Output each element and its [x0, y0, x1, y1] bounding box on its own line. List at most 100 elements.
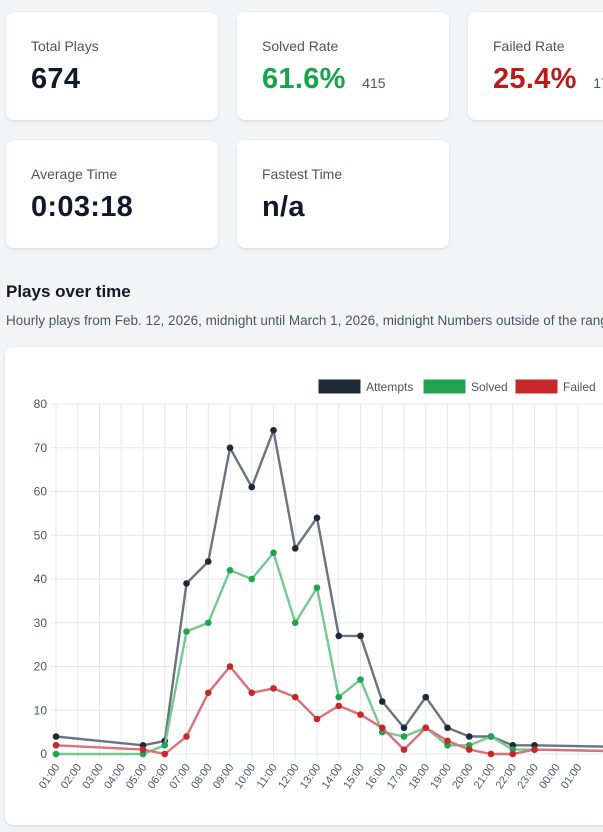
section-title: Plays over time: [6, 282, 131, 301]
x-tick-label: 05:00: [124, 762, 150, 791]
stat-value: 25.4%: [493, 63, 577, 95]
stat-label: Fastest Time: [262, 166, 343, 182]
data-point-solved: [161, 741, 169, 749]
data-point-failed: [400, 746, 408, 753]
stat-card-total-plays: Total Plays 674: [6, 12, 218, 120]
data-point-solved: [335, 693, 343, 701]
legend-swatch-attempts: [318, 379, 361, 394]
data-point-attempts: [248, 483, 256, 491]
y-tick-label: 80: [34, 397, 48, 411]
x-tick-label: 08:00: [189, 762, 215, 791]
section-description: Hourly plays from Feb. 12, 2026, midnigh…: [6, 313, 603, 328]
y-tick-label: 30: [34, 616, 48, 630]
data-point-solved: [400, 733, 408, 740]
x-tick-label: 06:00: [146, 762, 172, 791]
x-tick-label: 02:00: [59, 762, 85, 791]
chart-series: [52, 426, 603, 758]
x-tick-label: 20:00: [450, 762, 476, 791]
data-point-failed: [183, 733, 190, 740]
y-tick-label: 60: [34, 485, 48, 499]
x-tick-label: 16:00: [363, 762, 389, 791]
x-tick-label: 10:00: [233, 762, 259, 791]
y-tick-label: 0: [40, 747, 47, 761]
data-point-solved: [226, 566, 234, 574]
y-tick-label: 10: [34, 703, 48, 717]
legend-label-failed: Failed: [563, 380, 596, 394]
data-point-attempts: [270, 426, 277, 434]
data-point-failed: [531, 746, 538, 753]
data-point-attempts: [465, 733, 473, 740]
data-point-attempts: [444, 724, 451, 732]
stat-label: Failed Rate: [493, 38, 565, 54]
data-point-failed: [270, 685, 277, 692]
data-point-attempts: [183, 580, 190, 587]
data-point-solved: [313, 584, 321, 592]
legend-label-solved: Solved: [471, 380, 508, 394]
x-tick-label: 13:00: [298, 762, 324, 791]
data-point-solved: [270, 549, 277, 557]
x-tick-label: 23:00: [515, 762, 541, 791]
stat-card-average-time: Average Time 0:03:18: [6, 140, 218, 248]
x-tick-label: 09:00: [211, 762, 237, 791]
chart-card: 0 10 20 30 40 50 60 70 80 01:00 02:00 03:00 04:00 05…: [5, 347, 603, 825]
x-tick-label: 04:00: [102, 762, 128, 791]
x-tick-label: 17:00: [385, 762, 411, 791]
data-point-solved: [183, 628, 190, 635]
data-point-failed: [422, 724, 430, 732]
x-tick-label: 12:00: [276, 762, 302, 791]
data-point-failed: [313, 715, 321, 723]
stat-value: 0:03:18: [31, 191, 134, 223]
legend-swatch-solved: [423, 379, 466, 394]
series-line-attempts: [55, 429, 603, 748]
data-point-attempts: [226, 444, 234, 452]
data-point-failed: [335, 702, 343, 710]
stat-card-fastest-time: Fastest Time n/a: [237, 140, 449, 248]
x-tick-label: 01:00: [559, 762, 585, 791]
data-point-attempts: [52, 733, 60, 740]
data-point-failed: [161, 750, 169, 758]
y-tick-label: 40: [34, 572, 48, 586]
stat-value: 674: [31, 63, 81, 95]
chart-grid: [51, 403, 603, 759]
data-point-failed: [444, 737, 451, 745]
data-point-failed: [204, 689, 212, 697]
x-tick-label: 22:00: [494, 762, 520, 791]
stat-label: Solved Rate: [262, 38, 339, 54]
stat-label: Average Time: [31, 166, 118, 182]
stat-value: n/a: [262, 191, 305, 223]
y-tick-label: 20: [34, 660, 48, 674]
data-point-attempts: [291, 545, 299, 552]
data-point-failed: [487, 750, 495, 758]
stat-card-failed-rate: Failed Rate 25.4% 171: [468, 12, 603, 120]
data-point-failed: [248, 689, 256, 697]
data-point-failed: [465, 746, 473, 753]
x-tick-label: 07:00: [167, 762, 193, 791]
data-point-failed: [139, 746, 147, 753]
data-point-attempts: [357, 632, 364, 640]
y-tick-label: 50: [34, 528, 48, 542]
x-tick-label: 11:00: [255, 762, 280, 791]
stat-card-solved-rate: Solved Rate 61.6% 415: [237, 12, 449, 120]
stat-label: Total Plays: [31, 38, 99, 54]
x-tick-label: 15:00: [341, 762, 367, 791]
data-point-solved: [357, 676, 364, 683]
data-point-attempts: [313, 514, 321, 522]
x-tick-label: 21:00: [472, 762, 498, 791]
data-point-failed: [52, 741, 60, 749]
data-point-attempts: [422, 693, 430, 701]
data-point-solved: [204, 619, 212, 627]
stat-count: 415: [362, 75, 386, 91]
data-point-attempts: [378, 698, 386, 705]
data-point-solved: [248, 575, 256, 583]
chart-legend: Attempts Solved Failed: [318, 379, 596, 394]
x-tick-label: 19:00: [428, 762, 454, 791]
data-point-failed: [291, 693, 299, 701]
x-tick-label: 03:00: [80, 762, 106, 791]
stat-count: 171: [593, 75, 603, 91]
data-point-solved: [487, 733, 495, 740]
x-tick-label: 00:00: [537, 762, 563, 791]
x-axis: 01:00 02:0003:0004:0005:0006:0007:0008:00…: [37, 762, 585, 791]
x-tick-label: 18:00: [407, 762, 433, 791]
